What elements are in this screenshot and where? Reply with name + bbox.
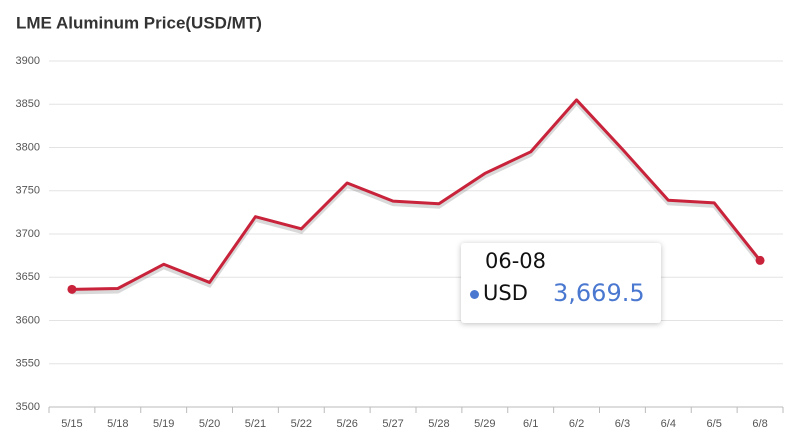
x-tick-label: 5/20 (199, 418, 220, 430)
x-tick-label: 6/8 (752, 418, 767, 430)
y-tick-label: 3600 (16, 314, 40, 326)
tooltip-value: 3,669.5 (553, 279, 645, 307)
x-tick-label: 6/5 (707, 418, 722, 430)
y-tick-label: 3900 (16, 55, 40, 67)
x-tick-label: 5/21 (245, 418, 266, 430)
tooltip-series: USD (483, 281, 528, 305)
line (71, 98, 762, 291)
x-tick-label: 6/2 (569, 418, 584, 430)
x-tick-label: 5/28 (428, 418, 449, 430)
x-tick-label: 5/22 (291, 418, 312, 430)
y-tick-label: 3800 (16, 141, 40, 153)
x-tick-label: 5/27 (382, 418, 403, 430)
y-tick-label: 3650 (16, 271, 40, 283)
x-tick-label: 5/18 (107, 418, 128, 430)
line-shadow (71, 99, 762, 295)
x-tick-label: 6/1 (523, 418, 538, 430)
y-tick-label: 3850 (16, 98, 40, 110)
tooltip: 06-08 USD 3,669.5 (461, 243, 661, 323)
x-tick-label: 5/26 (336, 418, 357, 430)
x-tick-label: 5/29 (474, 418, 495, 430)
point (755, 255, 765, 265)
y-tick-label: 3700 (16, 228, 40, 240)
x-tick-label: 5/19 (153, 418, 174, 430)
tooltip-title: 06-08 (485, 249, 547, 273)
y-tick-label: 3500 (16, 401, 40, 413)
x-tick-label: 5/15 (61, 418, 82, 430)
chart-title: LME Aluminum Price(USD/MT) (16, 13, 262, 32)
y-tick-label: 3550 (16, 358, 40, 370)
x-tick-label: 6/4 (661, 418, 676, 430)
y-tick-label: 3750 (16, 185, 40, 197)
tooltip-marker (470, 290, 479, 299)
point (67, 284, 77, 294)
x-tick-label: 6/3 (615, 418, 630, 430)
